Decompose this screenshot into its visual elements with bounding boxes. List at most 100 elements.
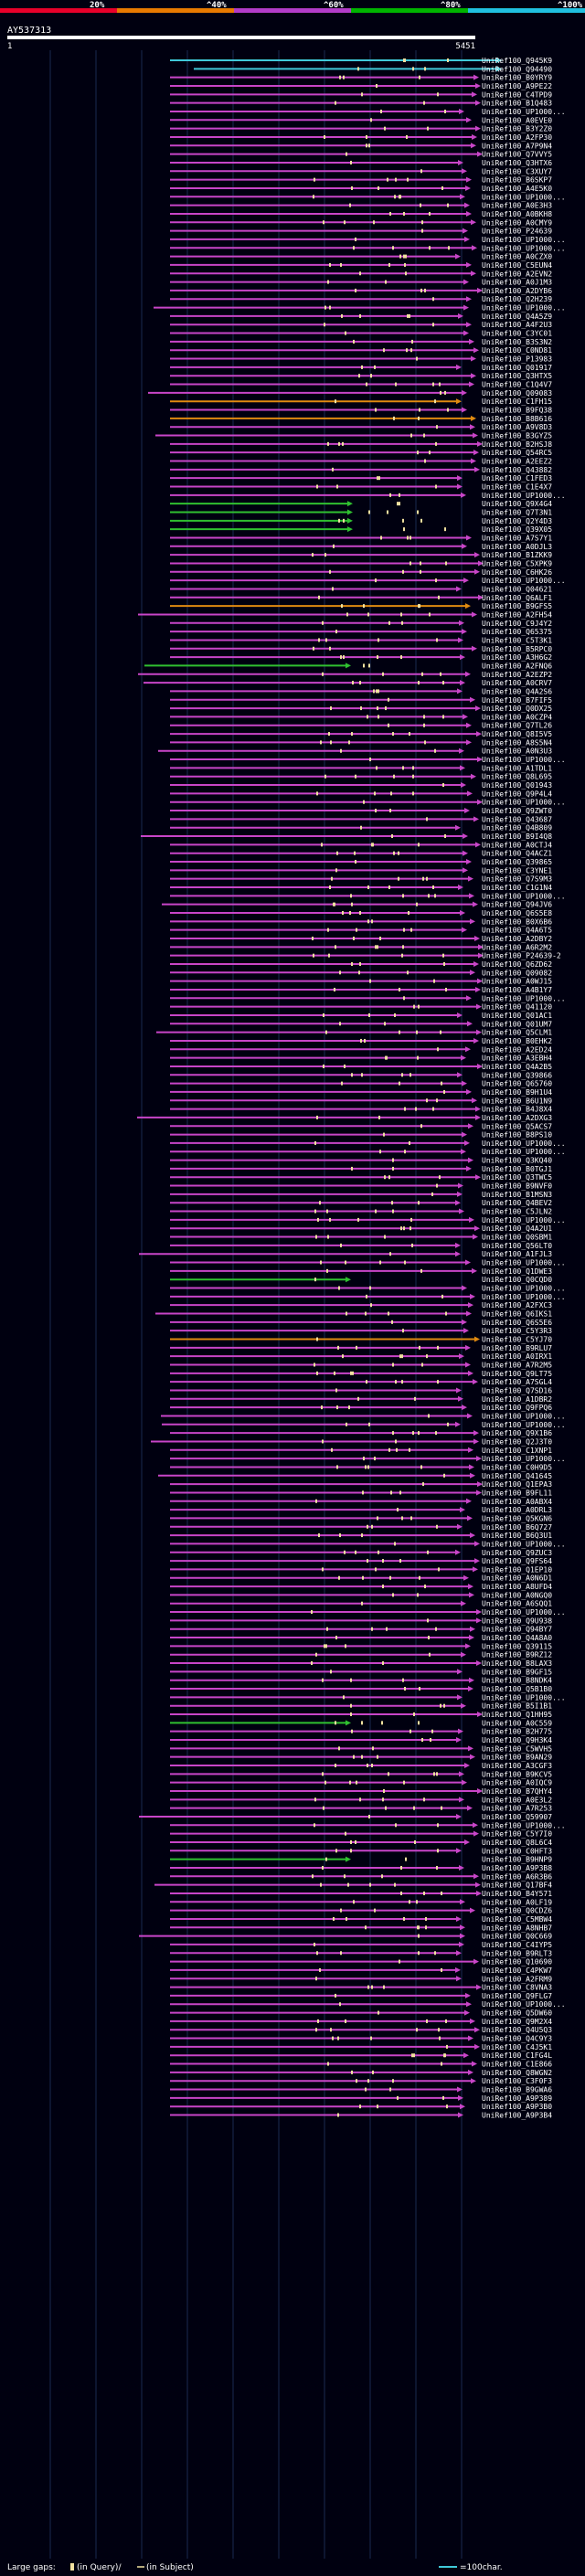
hit-label[interactable]: UniRef100_A9P389 [482,2094,552,2103]
hit-label[interactable]: UniRef100_B8NDK4 [482,1677,552,1685]
hit-label[interactable]: UniRef100_B5I1B1 [482,1702,552,1711]
hit-label[interactable]: UniRef100_C1XNP1 [482,1447,552,1455]
hit-label[interactable]: UniRef100_A6R3B6 [482,1872,552,1881]
hit-label[interactable]: UniRef100_UP1000... [482,1821,566,1829]
hit-label[interactable]: UniRef100_A6SQQ1 [482,1600,552,1608]
hit-label[interactable]: UniRef100_A0DJL3 [482,543,552,551]
hit-label[interactable]: UniRef100_Q9U938 [482,1617,552,1625]
hit-label[interactable]: UniRef100_Q7SD16 [482,1386,552,1394]
hit-label[interactable]: UniRef100_B9GWA6 [482,2086,552,2094]
hit-label[interactable]: UniRef100_C5XPK9 [482,559,552,567]
hit-label[interactable]: UniRef100_Q6ZD62 [482,960,552,969]
hit-label[interactable]: UniRef100_B1ZKK9 [482,551,552,559]
hit-label[interactable]: UniRef100_Q7S9M3 [482,875,552,884]
hit-label[interactable]: UniRef100_Q4BEV2 [482,1199,552,1207]
hit-label[interactable]: UniRef100_A2FRM9 [482,1975,552,1983]
hit-label[interactable]: UniRef100_B9RLT3 [482,1949,552,1957]
hit-label[interactable]: UniRef100_A0CMY9 [482,218,552,227]
hit-label[interactable]: UniRef100_UP1000... [482,1455,566,1463]
hit-label[interactable]: UniRef100_C3YNE1 [482,866,552,875]
hit-label[interactable]: UniRef100_Q01UM7 [482,1020,552,1028]
hit-label[interactable]: UniRef100_Q94490 [482,65,552,73]
hit-label[interactable]: UniRef100_B6SKP7 [482,176,552,185]
hit-label[interactable]: UniRef100_B8B616 [482,415,552,423]
hit-label[interactable]: UniRef100_C1FG4L [482,2051,552,2060]
hit-label[interactable]: UniRef100_C5JLN2 [482,1208,552,1216]
hit-label[interactable]: UniRef100_Q8L6C4 [482,1839,552,1847]
hit-label[interactable]: UniRef100_B5RPC0 [482,645,552,653]
hit-label[interactable]: UniRef100_Q0C669 [482,1933,552,1941]
hit-label[interactable]: UniRef100_UP1000... [482,244,566,252]
hit-label[interactable]: UniRef100_A0LF19 [482,1898,552,1906]
hit-label[interactable]: UniRef100_UP1000... [482,892,566,900]
hit-label[interactable]: UniRef100_A2DYB6 [482,287,552,295]
hit-label[interactable]: UniRef100_A0BKH8 [482,210,552,218]
hit-label[interactable]: UniRef100_Q59907 [482,1813,552,1821]
hit-label[interactable]: UniRef100_B0YRY9 [482,74,552,82]
hit-label[interactable]: UniRef100_Q39115 [482,1642,552,1650]
hit-label[interactable]: UniRef100_B8PS10 [482,1131,552,1140]
hit-label[interactable]: UniRef100_A0J1M3 [482,279,552,287]
hit-label[interactable]: UniRef100_Q43687 [482,815,552,823]
hit-label[interactable]: UniRef100_Q8WGN2 [482,2069,552,2077]
hit-label[interactable]: UniRef100_C1FH15 [482,398,552,406]
hit-label[interactable]: UniRef100_P24639 [482,228,552,236]
hit-label[interactable]: UniRef100_Q65375 [482,628,552,636]
hit-label[interactable]: UniRef100_Q4C9Y3 [482,2035,552,2043]
hit-label[interactable]: UniRef100_UP1000... [482,756,566,764]
hit-label[interactable]: UniRef100_A0IRX1 [482,1352,552,1361]
hit-label[interactable]: UniRef100_Q01943 [482,781,552,790]
hit-label[interactable]: UniRef100_Q9H3K4 [482,1736,552,1744]
hit-label[interactable]: UniRef100_C1G1N4 [482,884,552,892]
hit-label[interactable]: UniRef100_Q41645 [482,1472,552,1480]
hit-label[interactable]: UniRef100_A9V8D3 [482,423,552,431]
hit-label[interactable]: UniRef100_B3GYZ5 [482,432,552,440]
hit-label[interactable]: UniRef100_A9PE22 [482,82,552,90]
hit-label[interactable]: UniRef100_B6Q3U1 [482,1532,552,1540]
hit-label[interactable]: UniRef100_Q0SBM1 [482,1234,552,1242]
hit-label[interactable]: UniRef100_Q17BF4 [482,1882,552,1890]
hit-label[interactable]: UniRef100_C5Y3R3 [482,1327,552,1335]
hit-label[interactable]: UniRef100_C5YJ70 [482,1336,552,1344]
hit-label[interactable]: UniRef100_C3XUY7 [482,167,552,175]
hit-label[interactable]: UniRef100_B9HNP9 [482,1856,552,1864]
hit-label[interactable]: UniRef100_Q5CLM1 [482,1029,552,1037]
hit-label[interactable]: UniRef100_Q4A5Z9 [482,313,552,321]
hit-label[interactable]: UniRef100_Q5KGN6 [482,1514,552,1522]
hit-label[interactable]: UniRef100_UP1000... [482,1540,566,1548]
hit-label[interactable]: UniRef100_C1FED3 [482,474,552,482]
hit-label[interactable]: UniRef100_C4TPD9 [482,90,552,99]
hit-label[interactable]: UniRef100_Q4ACZ1 [482,850,552,858]
hit-label[interactable]: UniRef100_C9J4Y2 [482,620,552,628]
hit-label[interactable]: UniRef100_A0E3L2 [482,1796,552,1804]
hit-label[interactable]: UniRef100_A1DBR2 [482,1395,552,1404]
hit-label[interactable]: UniRef100_Q39X05 [482,525,552,534]
hit-label[interactable]: UniRef100_Q3HTX6 [482,159,552,167]
hit-label[interactable]: UniRef100_Q4A2U1 [482,1224,552,1233]
hit-label[interactable]: UniRef100_UP1000... [482,1285,566,1293]
hit-label[interactable]: UniRef100_Q39866 [482,1071,552,1079]
hit-label[interactable]: UniRef100_UP1000... [482,1148,566,1156]
hit-label[interactable]: UniRef100_A0DRL3 [482,1506,552,1514]
hit-label[interactable]: UniRef100_Q7VVY5 [482,151,552,159]
hit-label[interactable]: UniRef100_Q4A6T5 [482,927,552,935]
hit-label[interactable]: UniRef100_Q0CDZ6 [482,1907,552,1915]
hit-label[interactable]: UniRef100_UP1000... [482,1412,566,1420]
hit-label[interactable]: UniRef100_A0IQC9 [482,1779,552,1787]
hit-label[interactable]: UniRef100_A2ED24 [482,1045,552,1054]
hit-label[interactable]: UniRef100_B9GFS5 [482,602,552,610]
hit-label[interactable]: UniRef100_Q8L695 [482,773,552,781]
hit-label[interactable]: UniRef100_UP1000... [482,492,566,500]
hit-label[interactable]: UniRef100_B9FL11 [482,1489,552,1497]
hit-label[interactable]: UniRef100_A2FNQ6 [482,662,552,670]
hit-label[interactable]: UniRef100_B7FIF5 [482,696,552,705]
hit-label[interactable]: UniRef100_UP1000... [482,304,566,313]
hit-label[interactable]: UniRef100_Q7TL26 [482,722,552,730]
hit-label[interactable]: UniRef100_B4Y571 [482,1890,552,1898]
hit-label[interactable]: UniRef100_Q9X4G4 [482,500,552,508]
hit-label[interactable]: UniRef100_A8NHB7 [482,1924,552,1932]
hit-label[interactable]: UniRef100_Q2Y4D3 [482,517,552,525]
hit-label[interactable]: UniRef100_UP1000... [482,577,566,585]
hit-label[interactable]: UniRef100_A3CGF3 [482,1762,552,1770]
hit-label[interactable]: UniRef100_Q09083 [482,389,552,398]
